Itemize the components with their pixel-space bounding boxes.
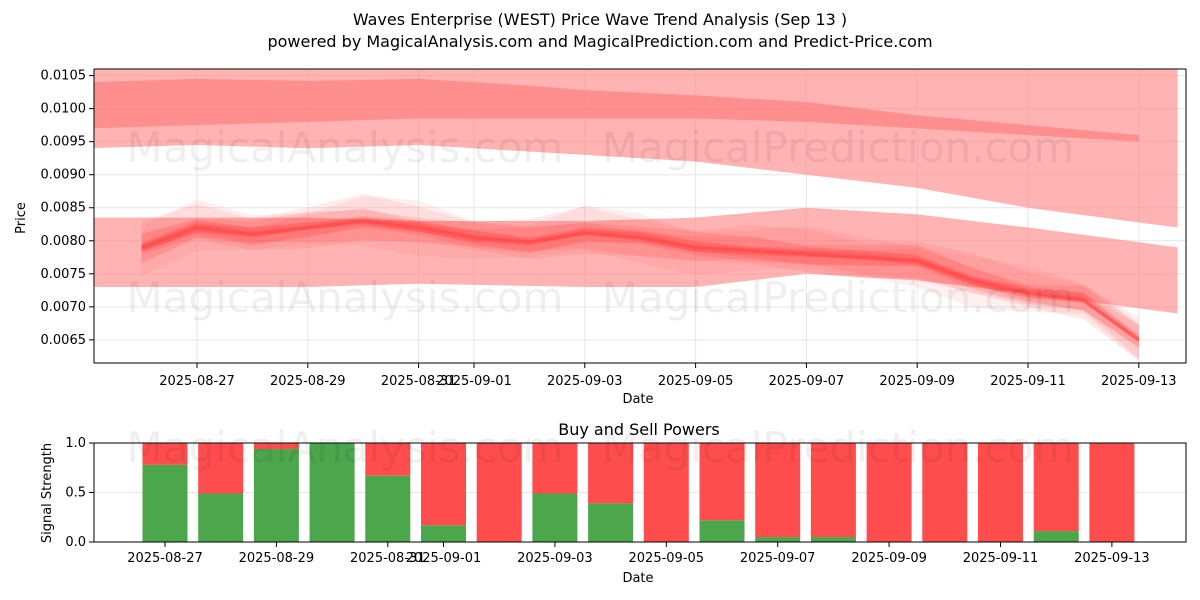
signal-plot: 2025-08-27 2025-08-29 2025-08-312025-09-01… (65, 436, 1187, 566)
price-wave-ribbon (141, 196, 1139, 360)
x-tick-label: 2025-08-27 (159, 374, 235, 389)
sell-bar (866, 443, 912, 542)
sell-bar (1089, 443, 1135, 542)
watermark-prediction-3: MagicalPrediction.com (602, 423, 1075, 472)
watermark-analysis-1: MagicalAnalysis.com (127, 123, 564, 172)
bottom-chart-title: Buy and Sell Powers (558, 420, 720, 439)
trend-band-2 (94, 69, 1178, 228)
x-tick-label: 2025-09-05 (629, 551, 705, 566)
price-wave-ribbon (141, 193, 1139, 358)
buy-bar (365, 475, 411, 542)
x-tick-label: 2025-09-13 (1074, 551, 1150, 566)
price-wave-ribbon (141, 217, 1139, 343)
sell-bar (365, 443, 411, 476)
x-tick-label: 2025-09-05 (658, 374, 734, 389)
sell-bar (532, 443, 578, 494)
y-tick-label: 1.0 (65, 436, 86, 451)
sell-bar (1033, 443, 1079, 532)
sell-bar (253, 443, 299, 449)
y-tick-label: 0.0090 (41, 168, 87, 183)
top-x-axis-label: Date (622, 392, 653, 407)
bottom-y-axis-label: Signal Strength (40, 443, 55, 543)
sell-bar (922, 443, 968, 542)
x-tick-label: 2025-09-07 (769, 374, 845, 389)
buy-bar (198, 493, 244, 542)
y-tick-label: 0.0065 (41, 333, 87, 348)
x-tick-label: 2025-08-31 (350, 551, 426, 566)
x-tick-label: 2025-08-31 (381, 374, 457, 389)
x-tick-label: 2025-09-01 (406, 551, 482, 566)
x-tick-label: 2025-09-01 (436, 374, 512, 389)
x-tick-label: 2025-09-13 (1101, 374, 1177, 389)
watermark-prediction-2: MagicalPrediction.com (602, 273, 1075, 322)
sell-bar (421, 443, 466, 526)
buy-bar (755, 537, 801, 542)
buy-bar (588, 503, 634, 542)
sell-bar (476, 443, 522, 542)
x-tick-label: 2025-09-03 (517, 551, 593, 566)
sell-bar (643, 443, 689, 542)
buy-bar (142, 464, 188, 542)
plot-area (94, 69, 1178, 361)
sell-bar (142, 443, 188, 465)
x-tick-label: 2025-08-29 (239, 551, 315, 566)
x-tick-label: 2025-09-07 (740, 551, 816, 566)
price-wave-ribbon (141, 216, 1139, 342)
price-wave-ribbon (141, 208, 1139, 361)
buy-bar (421, 525, 466, 542)
y-tick-label: 0.5 (65, 486, 86, 501)
buy-bar (253, 448, 299, 542)
chart-title: Waves Enterprise (WEST) Price Wave Trend… (353, 10, 847, 29)
buy-bar (810, 537, 856, 542)
x-tick-label: 2025-09-11 (963, 551, 1039, 566)
sell-bar (755, 443, 801, 538)
buy-bar (532, 493, 578, 542)
sell-bar (198, 443, 244, 494)
x-tick-label: 2025-09-09 (851, 551, 927, 566)
sell-bar (978, 443, 1023, 542)
trend-band-3 (94, 207, 1178, 314)
chart-subtitle: powered by MagicalAnalysis.com and Magic… (267, 32, 932, 51)
sell-bar (699, 443, 745, 521)
y-tick-label: 0.0080 (41, 234, 87, 249)
y-tick-label: 0.0095 (41, 135, 87, 150)
y-tick-label: 0.0 (65, 535, 86, 550)
watermark-analysis-2: MagicalAnalysis.com (127, 273, 564, 322)
y-tick-label: 0.0100 (41, 102, 87, 117)
buy-bar (699, 520, 745, 542)
price-wave-ribbon (141, 218, 1139, 347)
buy-bar (309, 443, 355, 542)
y-tick-label: 0.0085 (41, 201, 87, 216)
top-y-axis-label: Price (14, 202, 29, 234)
sell-bar (588, 443, 634, 504)
sell-bar (810, 443, 856, 538)
x-tick-label: 2025-08-27 (127, 551, 203, 566)
x-tick-label: 2025-09-11 (990, 374, 1066, 389)
y-tick-label: 0.0070 (41, 300, 87, 315)
price-wave-ribbon (141, 209, 1139, 349)
y-tick-label: 0.0075 (41, 267, 87, 282)
x-tick-label: 2025-09-09 (879, 374, 955, 389)
plot-frame (93, 68, 1187, 364)
watermark-analysis-3: MagicalAnalysis.com (127, 423, 564, 472)
price-line (141, 219, 1140, 342)
watermark-prediction-1: MagicalPrediction.com (602, 123, 1075, 172)
x-tick-label: 2025-08-29 (270, 374, 346, 389)
buy-bar (1033, 531, 1079, 542)
y-tick-label: 0.0105 (41, 69, 87, 84)
price-plot: 2025-08-27 2025-08-29 2025-08-312025-09-01… (41, 68, 1187, 389)
bottom-x-axis-label: Date (622, 571, 653, 586)
x-tick-label: 2025-09-03 (547, 374, 623, 389)
